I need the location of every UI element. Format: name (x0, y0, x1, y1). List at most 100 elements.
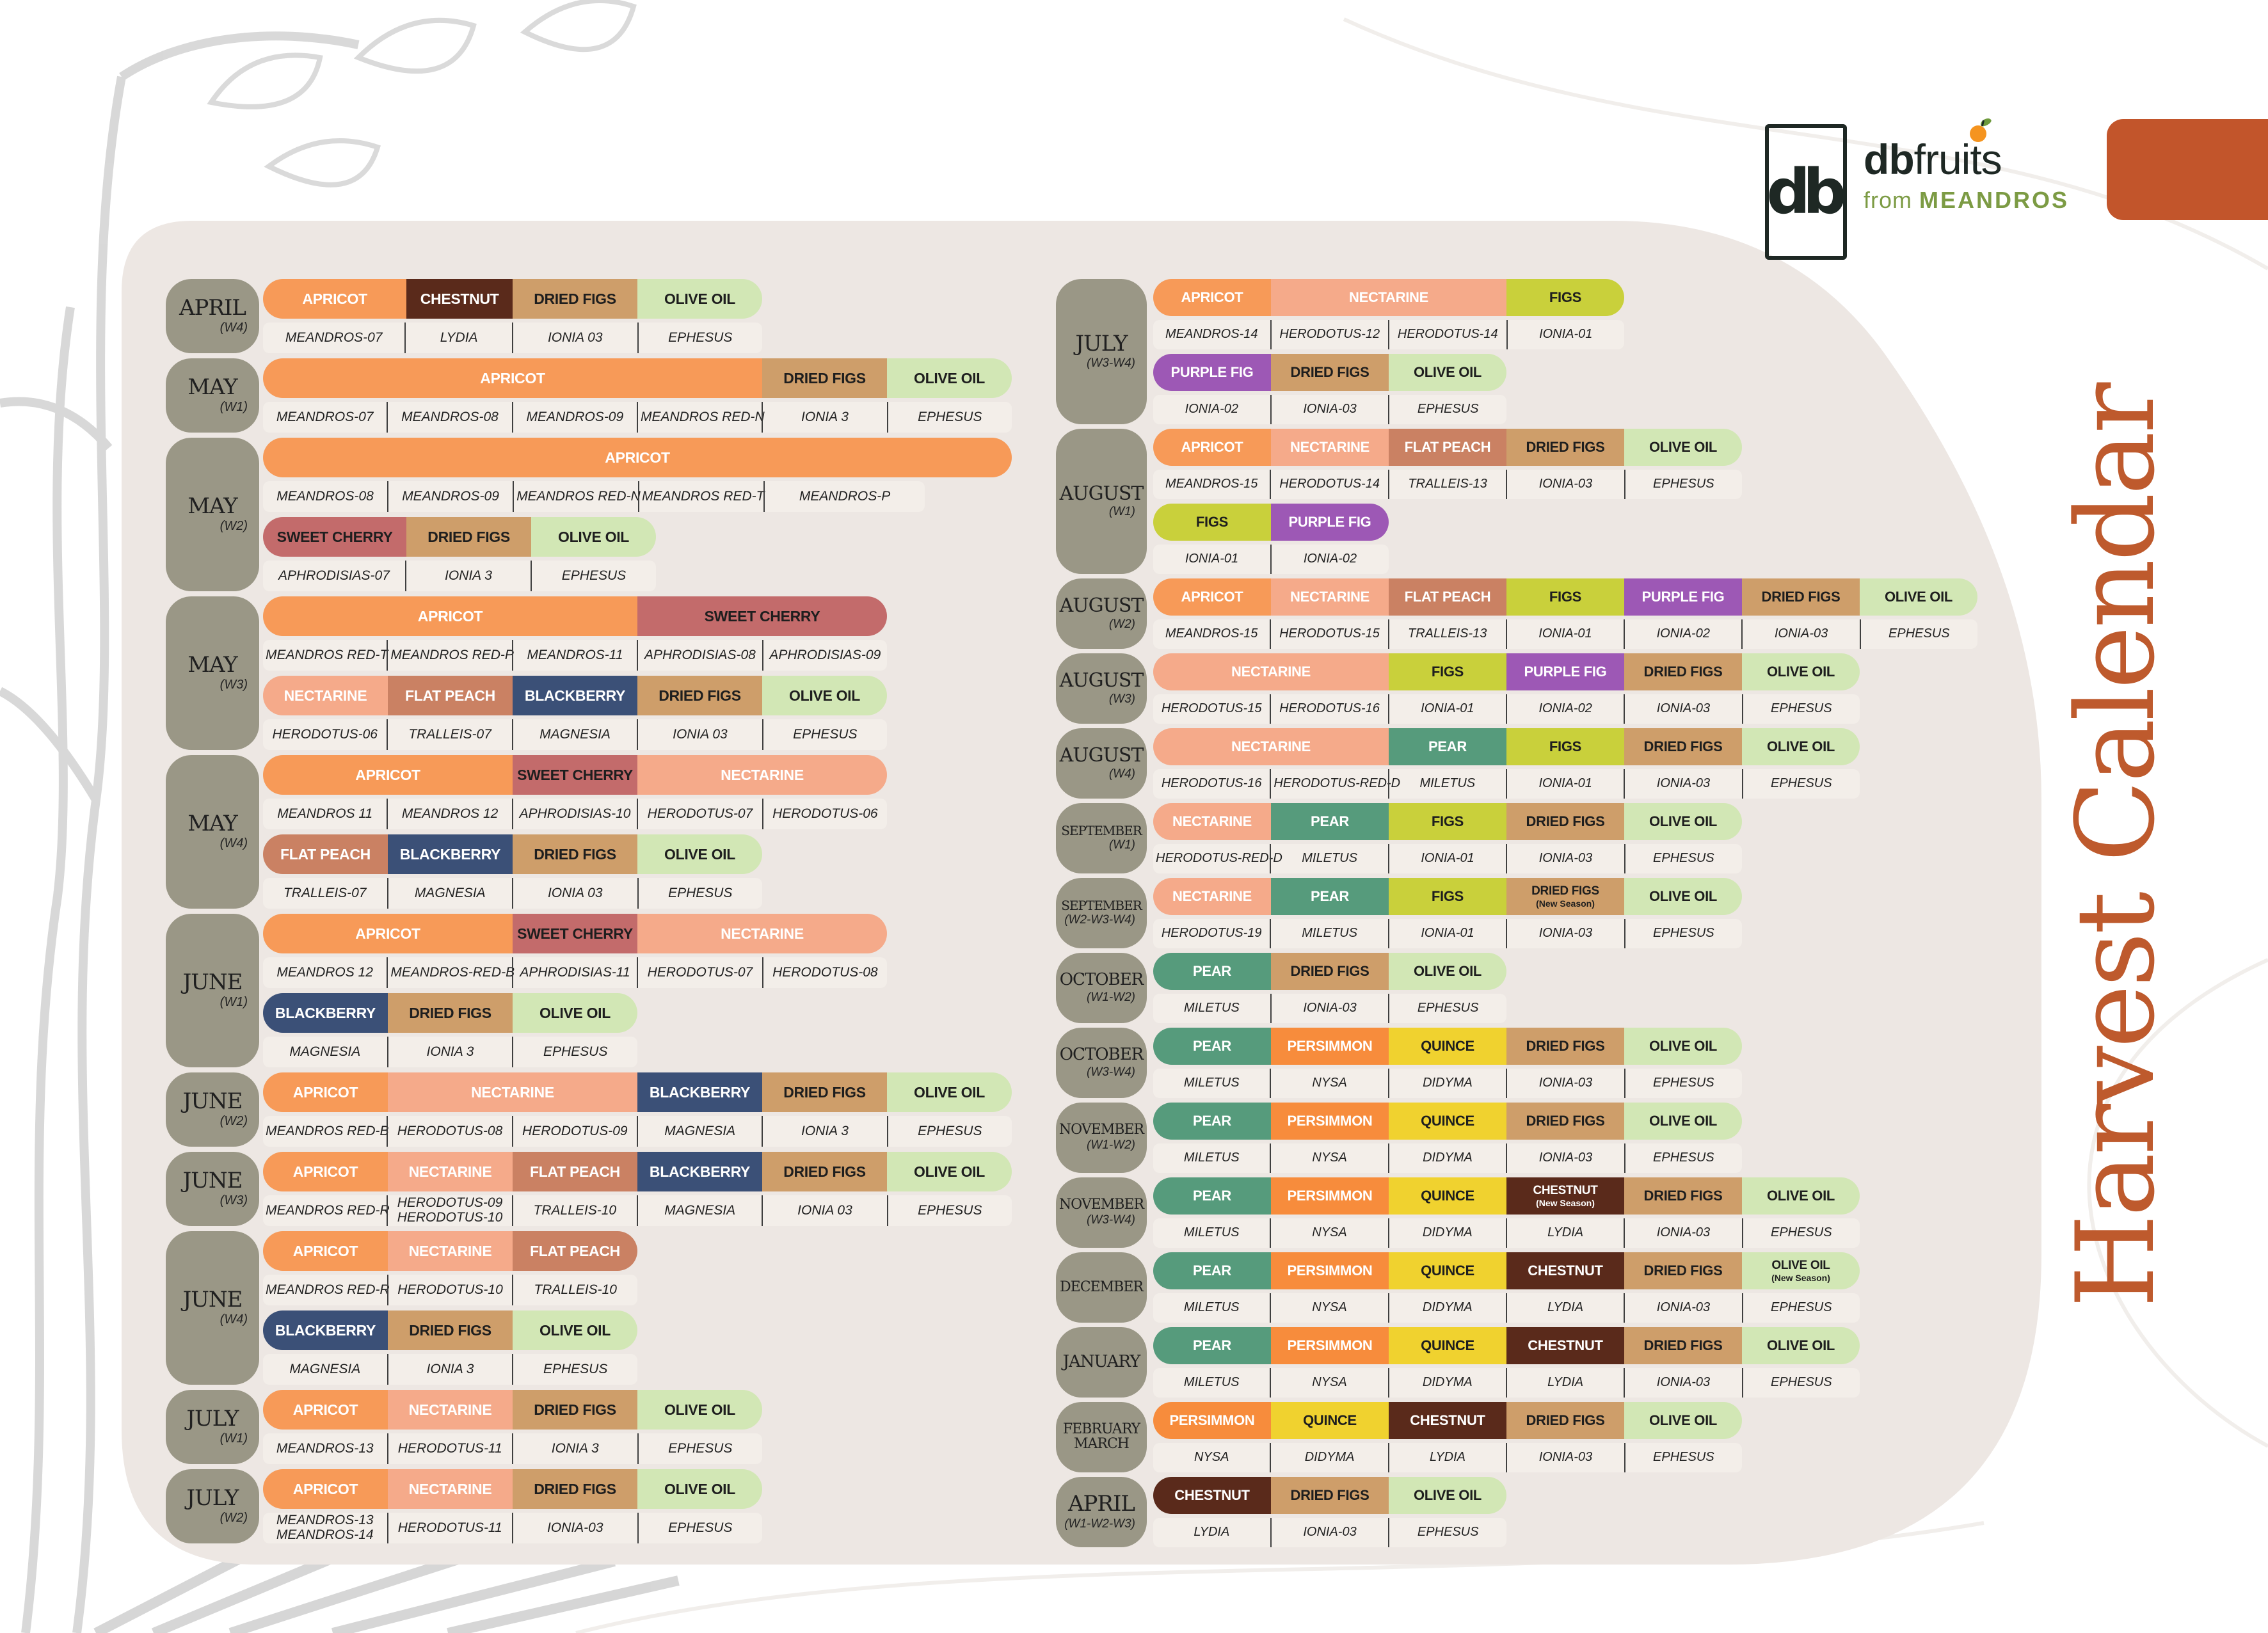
variety-name: EPHESUS (918, 1123, 982, 1138)
month-weeks: (W4) (1108, 767, 1135, 781)
product-segment-olive_oil: OLIVE OIL (1389, 1477, 1506, 1514)
product-segment-nectarine: NECTARINE (1271, 429, 1389, 466)
variety-name: IONIA 3 (801, 1123, 849, 1138)
product-label: DRIED FIGS (1643, 1263, 1723, 1279)
page-title: Harvest Calendar (2053, 385, 2178, 1309)
month-pill: APRIL (W1-W2-W3) (1056, 1477, 1147, 1547)
brand-wordmark-block: dbfruits from MEANDROS (1864, 116, 2069, 214)
product-segment-dried_figs: DRIED FIGS (762, 1072, 887, 1112)
variety-cell: IONIA-03 (1741, 619, 1859, 649)
variety-strip: MEANDROS-15 HERODOTUS-14 TRALLEIS-13 IONIA-… (1153, 470, 1742, 499)
variety-cell: HERODOTUS-12 (1270, 320, 1389, 349)
product-segment-olive_oil: OLIVE OIL (1624, 429, 1742, 466)
month-weeks: (W1) (1108, 505, 1135, 519)
variety-strip: TRALLEIS-07 MAGNESIA IONIA 03 EPHESUS (263, 878, 762, 909)
calendar-row: AUGUST (W4) NECTARINE PEAR FIGS DRIED FIGS OLI… (1056, 728, 1977, 799)
product-segment-quince: QUINCE (1389, 1103, 1506, 1140)
variety-cell: IONIA-01 (1387, 919, 1506, 948)
product-label: APRICOT (605, 449, 670, 466)
product-label: NECTARINE (471, 1083, 554, 1101)
variety-cell: HERODOTUS-09 (511, 1116, 637, 1147)
month-pill: AUGUST (W1) (1056, 429, 1147, 574)
variety-cell: IONIA 03 (762, 1195, 886, 1226)
variety-cell: LYDIA (1505, 1368, 1624, 1398)
product-label: PEAR (1311, 813, 1349, 829)
month-weeks: (W2) (220, 1114, 248, 1129)
harvest-bar: NECTARINE PEAR FIGS DRIED FIGS (New Season) O… (1153, 878, 1742, 915)
harvest-group: APRICOT DRIED FIGS OLIVE OIL MEANDROS-07 MEA… (263, 358, 1012, 433)
product-segment-purple_fig: PURPLE FIG (1271, 504, 1389, 541)
product-segment-apricot: APRICOT (263, 279, 407, 319)
month-weeks: (W3-W4) (1087, 356, 1135, 370)
variety-cell: MEANDROS-13 MEANDROS-14 (263, 1513, 387, 1543)
variety-name: MEANDROS 12 (401, 806, 499, 821)
row-content: PEAR PERSIMMON QUINCE CHESTNUT DRIED FIGS OLI… (1153, 1252, 1860, 1323)
product-label: FLAT PEACH (280, 845, 371, 863)
variety-cell: IONIA-03 (1270, 994, 1389, 1023)
product-label: PURPLE FIG (1524, 664, 1607, 680)
product-segment-dried_figs: DRIED FIGS (1624, 1252, 1742, 1289)
variety-cell: MAGNESIA (387, 878, 513, 909)
harvest-group: NECTARINE PEAR FIGS DRIED FIGS (New Season) O… (1153, 878, 1742, 948)
variety-cell: HERODOTUS-16 (1270, 694, 1387, 724)
product-segment-flat_peach: FLAT PEACH (513, 1152, 637, 1191)
variety-name: MEANDROS-14 (276, 1527, 374, 1542)
harvest-bar: SWEET CHERRY DRIED FIGS OLIVE OIL (263, 517, 656, 557)
row-content: APRICOT MEANDROS-08 MEANDROS-09 MEANDROS RE… (263, 438, 1012, 591)
variety-cell: TRALLEIS-07 (387, 719, 511, 750)
month-pill: AUGUST (W2) (1056, 578, 1147, 649)
variety-strip: MILETUS NYSA DIDYMA LYDIA IONIA-03 EPHESUS (1153, 1368, 1860, 1398)
accent-block (2107, 119, 2268, 220)
variety-name: HERODOTUS-14 (1279, 477, 1380, 491)
month-label: DECEMBER (1060, 1279, 1144, 1295)
product-label: SWEET CHERRY (276, 528, 393, 545)
harvest-bar: APRICOT NECTARINE FLAT PEACH BLACKBERRY DRIE… (263, 1152, 1012, 1191)
product-label: DRIED FIGS (1290, 1487, 1370, 1503)
product-label: DRIED FIGS (1643, 1337, 1723, 1353)
variety-name: IONIA-01 (1538, 626, 1592, 641)
variety-name: IONIA-03 (1656, 1300, 1711, 1315)
variety-cell: APHRODISIAS-08 (637, 640, 762, 671)
variety-cell: EPHESUS (1859, 619, 1977, 649)
variety-cell: IONIA-01 (1505, 619, 1624, 649)
product-segment-dried_figs: DRIED FIGS (388, 993, 513, 1033)
product-segment-sweet_cherry: SWEET CHERRY (263, 517, 407, 557)
harvest-bar: PEAR PERSIMMON QUINCE DRIED FIGS OLIVE OIL (1153, 1103, 1742, 1140)
month-pill: JUNE (W1) (166, 914, 259, 1067)
harvest-bar: APRICOT NECTARINE FLAT PEACH FIGS PURPLE FIG… (1153, 578, 1977, 616)
product-label: CHESTNUT (1528, 1337, 1603, 1353)
variety-name: APHRODISIAS-08 (644, 647, 756, 662)
variety-cell: IONIA 3 (387, 1354, 513, 1385)
variety-cell: HERODOTUS-19 (1153, 919, 1270, 948)
variety-name: NYSA (1312, 1225, 1347, 1240)
variety-name: MEANDROS RED-P (390, 647, 514, 662)
product-segment-apricot: APRICOT (263, 1072, 388, 1112)
month-label: JULY (1075, 330, 1128, 356)
month-label: JULY (186, 1485, 239, 1511)
variety-name: MILETUS (1183, 1225, 1240, 1240)
harvest-bar: PEAR PERSIMMON QUINCE CHESTNUT (New Season) D… (1153, 1177, 1860, 1215)
product-segment-dried_figs: DRIED FIGS (637, 676, 762, 715)
calendar-row: JULY (W2) APRICOT NECTARINE DRIED FIGS OLIVE … (166, 1469, 1012, 1543)
product-label: BLACKBERRY (649, 1163, 751, 1180)
month-weeks: (W1) (220, 995, 248, 1010)
variety-cell: EPHESUS (886, 402, 1012, 433)
variety-cell: EPHESUS (1624, 1443, 1742, 1472)
variety-cell: IONIA-03 (1506, 470, 1624, 499)
month-pill: DECEMBER (1056, 1252, 1147, 1323)
variety-name: TRALLEIS-07 (408, 726, 491, 742)
variety-cell: IONIA 3 (512, 1433, 637, 1464)
product-sub-label: (New Season) (1536, 898, 1595, 909)
variety-name: MEANDROS RED-B (266, 1123, 389, 1138)
variety-name: MILETUS (1183, 1001, 1240, 1016)
product-label: NECTARINE (408, 1480, 492, 1497)
harvest-group: PEAR PERSIMMON QUINCE CHESTNUT DRIED FIGS OLI… (1153, 1252, 1860, 1323)
variety-cell: LYDIA (1505, 1293, 1624, 1323)
calendar-row: SEPTEMBER (W2-W3-W4) NECTARINE PEAR FIGS DRIE… (1056, 878, 1977, 948)
product-label: OLIVE OIL (539, 1004, 611, 1021)
variety-cell: DIDYMA (1387, 1218, 1506, 1248)
product-segment-apricot: APRICOT (263, 1152, 388, 1191)
variety-name: HERODOTUS-08 (397, 1123, 503, 1138)
product-segment-olive_oil: OLIVE OIL (762, 676, 887, 715)
